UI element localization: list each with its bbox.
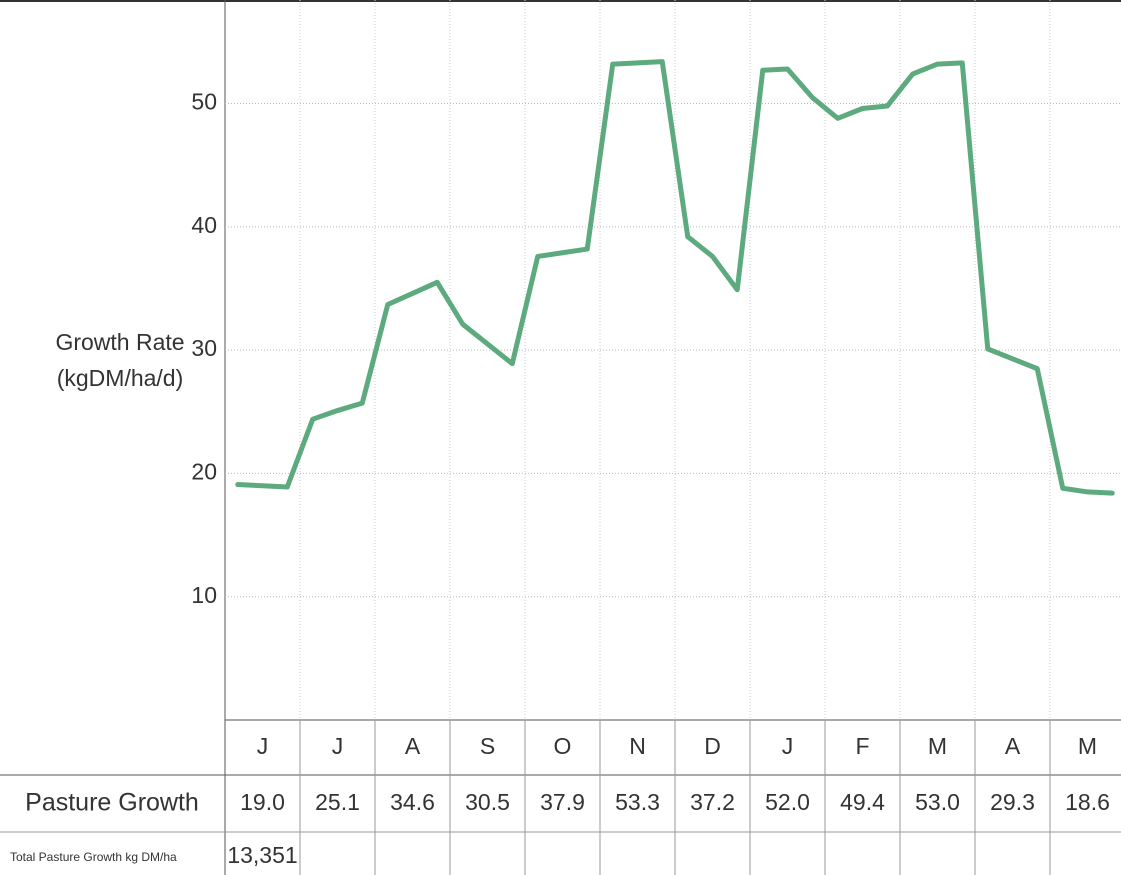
row-label: Total Pasture Growth kg DM/ha bbox=[10, 850, 177, 864]
table-cell: 25.1 bbox=[315, 789, 360, 815]
table-cell: 52.0 bbox=[765, 789, 810, 815]
table-cell: 53.3 bbox=[615, 789, 660, 815]
x-tick-label: N bbox=[629, 733, 646, 759]
table-cell: 29.3 bbox=[990, 789, 1035, 815]
table-cell: 49.4 bbox=[840, 789, 885, 815]
x-tick-label: M bbox=[1078, 733, 1097, 759]
row-label: Pasture Growth bbox=[25, 789, 199, 817]
x-tick-label: J bbox=[782, 733, 794, 759]
table-cell: 13,351 bbox=[227, 842, 297, 868]
table-cell: 19.0 bbox=[240, 789, 285, 815]
data-line bbox=[235, 59, 1115, 496]
y-tick-label: 20 bbox=[191, 459, 217, 485]
table-cell: 18.6 bbox=[1065, 789, 1110, 815]
y-tick-label: 50 bbox=[191, 89, 217, 115]
table-cell: 34.6 bbox=[390, 789, 435, 815]
table-cell: 37.2 bbox=[690, 789, 735, 815]
x-tick-label: J bbox=[257, 733, 269, 759]
x-tick-label: F bbox=[855, 733, 869, 759]
x-tick-label: A bbox=[405, 733, 421, 759]
table-cell: 30.5 bbox=[465, 789, 510, 815]
y-tick-label: 10 bbox=[191, 582, 217, 608]
x-tick-label: D bbox=[704, 733, 721, 759]
x-tick-label: A bbox=[1005, 733, 1021, 759]
table-cell: 53.0 bbox=[915, 789, 960, 815]
table-cell: 37.9 bbox=[540, 789, 585, 815]
y-tick-label: 30 bbox=[191, 335, 217, 361]
x-tick-label: S bbox=[480, 733, 495, 759]
y-axis-label: Growth Rate bbox=[55, 329, 184, 355]
x-tick-label: J bbox=[332, 733, 344, 759]
x-tick-label: O bbox=[554, 733, 572, 759]
y-tick-label: 40 bbox=[191, 212, 217, 238]
x-tick-label: M bbox=[928, 733, 947, 759]
y-axis-label: (kgDM/ha/d) bbox=[57, 365, 184, 391]
